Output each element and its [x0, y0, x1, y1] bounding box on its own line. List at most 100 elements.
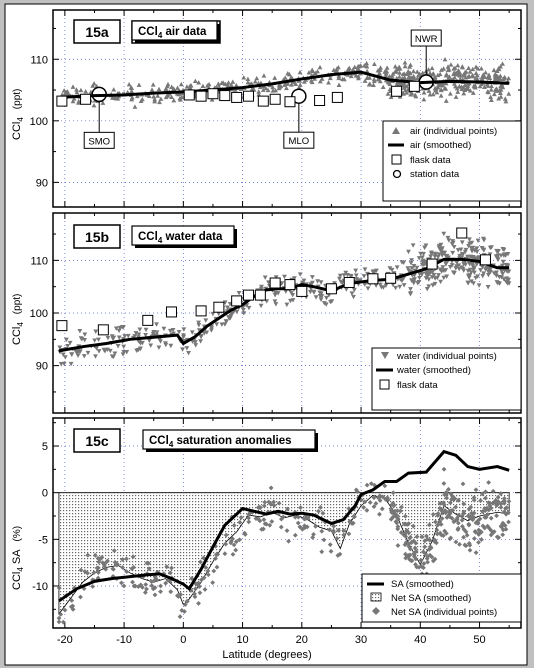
air-point [452, 65, 458, 70]
flask-marker [142, 314, 154, 326]
water-point [156, 345, 162, 350]
air-point [129, 88, 134, 94]
net-sa-point [56, 619, 62, 625]
net-sa-point [471, 536, 477, 541]
air-point [482, 84, 487, 90]
water-point [94, 346, 99, 351]
net-sa-point [276, 500, 282, 506]
net-sa-point [246, 515, 251, 521]
legend-b: water (individual points) water (smoothe… [371, 347, 522, 411]
air-point [91, 102, 97, 108]
air-point [485, 89, 491, 94]
air-point [306, 70, 312, 75]
water-point [439, 253, 445, 258]
net-sa-point [112, 559, 118, 565]
net-sa-point [299, 526, 305, 532]
water-point [429, 250, 434, 255]
water-point [409, 258, 415, 263]
net-sa-point [402, 513, 408, 519]
air-point [169, 94, 174, 100]
air-point [76, 98, 82, 104]
net-sa-point [98, 556, 103, 562]
net-sa-point [90, 584, 96, 589]
water-point [451, 270, 457, 276]
air-point [312, 70, 318, 76]
water-point [134, 348, 140, 354]
net-sa-point [259, 526, 265, 532]
net-sa-point [503, 526, 509, 532]
air-point [447, 91, 453, 96]
net-sa-point [393, 519, 399, 525]
water-point [222, 300, 228, 305]
net-sa-point [335, 553, 341, 558]
net-sa-point [475, 521, 481, 526]
net-sa-point [373, 501, 379, 506]
panel-15b: 90 100 110 15b CCl4 water data CCl4(ppt) w… [11, 212, 522, 414]
water-point [417, 275, 422, 281]
net-sa-point [316, 508, 321, 514]
air-point [426, 88, 432, 93]
air-point [377, 71, 383, 76]
water-point [357, 278, 363, 283]
net-sa-point [439, 508, 445, 514]
water-point [454, 260, 460, 265]
net-sa-point [482, 514, 488, 520]
net-sa-point [418, 557, 424, 563]
air-point [506, 91, 512, 96]
net-sa-point [318, 505, 323, 510]
water-point [146, 338, 152, 344]
air-point [401, 91, 407, 96]
plot-frame-a [52, 9, 522, 208]
net-sa-point [403, 555, 409, 561]
net-sa-point [328, 548, 334, 554]
water-point [462, 249, 468, 255]
air-point [494, 68, 500, 74]
net-sa-point [424, 533, 429, 539]
net-sa-point [461, 534, 466, 540]
flask-marker [242, 289, 254, 301]
net-sa-point [130, 554, 136, 560]
net-sa-point [261, 503, 267, 509]
air-point [245, 76, 251, 82]
water-point [219, 322, 225, 327]
net-sa-point [295, 520, 301, 526]
net-sa-point [246, 519, 252, 525]
net-sa-point [364, 507, 370, 513]
water-point [393, 285, 399, 291]
water-point [487, 245, 493, 251]
net-sa-point [246, 512, 252, 518]
net-sa-point [430, 511, 436, 517]
air-point [206, 81, 212, 87]
flask-marker [284, 96, 296, 108]
air-point [436, 82, 441, 88]
net-sa-point [223, 541, 229, 547]
net-sa-point [487, 526, 492, 531]
flask-marker [408, 80, 420, 92]
water-point [361, 274, 367, 279]
legend-marker-water-flask [379, 379, 390, 390]
air-point [454, 85, 460, 91]
water-point [481, 248, 487, 253]
air-point [443, 86, 449, 91]
x-tick-label: 40 [414, 634, 426, 646]
water-point [181, 334, 186, 340]
net-sa-point [488, 515, 494, 521]
net-sa-point [460, 481, 466, 487]
water-point [465, 268, 471, 274]
water-point [432, 253, 438, 258]
air-point [252, 79, 258, 84]
legend-label-net-sa-smoothed: Net SA (smoothed) [391, 593, 471, 604]
water-point [75, 353, 81, 358]
water-point [62, 355, 68, 360]
x-axis-label: Latitude (degrees) [222, 649, 311, 661]
y-label-c: CCl4 SA(%) [11, 526, 25, 590]
net-sa-point [266, 499, 272, 505]
net-sa-point [473, 550, 479, 556]
air-point [184, 84, 190, 89]
water-point [421, 251, 426, 257]
net-sa-point [504, 505, 510, 511]
net-sa-point [500, 532, 506, 538]
air-point [312, 76, 318, 81]
water-point [137, 327, 143, 332]
air-point [432, 86, 438, 91]
